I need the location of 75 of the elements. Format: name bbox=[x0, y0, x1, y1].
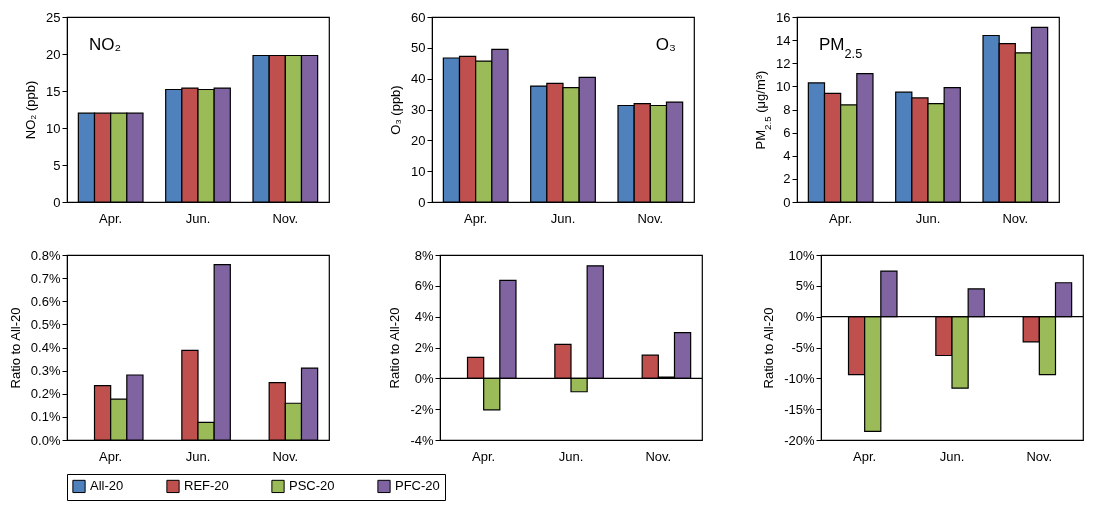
x-tick-label: Apr. bbox=[99, 448, 123, 464]
x-tick-label: Nov. bbox=[645, 448, 672, 464]
y-tick-label: 25 bbox=[46, 9, 61, 25]
y-tick-label: 0 bbox=[418, 194, 426, 210]
x-tick-label: Jun. bbox=[915, 210, 941, 226]
y-tick-label: 40 bbox=[411, 71, 426, 87]
y-axis-title: O₃ (ppb) bbox=[388, 85, 404, 135]
y-tick-label: -15% bbox=[784, 401, 815, 417]
y-tick-label: 10% bbox=[788, 247, 815, 263]
y-axis-title: Ratio to All-20 bbox=[761, 307, 777, 389]
x-tick-label: Jun. bbox=[558, 448, 584, 464]
legend-label: PSC-20 bbox=[289, 478, 335, 494]
y-tick-label: -5% bbox=[791, 340, 815, 355]
y-tick-label: 0.6% bbox=[30, 293, 61, 309]
y-tick-label: 5 bbox=[53, 157, 61, 173]
y-tick-label: -10% bbox=[784, 370, 815, 386]
legend-label: PFC-20 bbox=[395, 478, 440, 494]
x-tick-label: Apr. bbox=[472, 448, 496, 464]
y-tick-label: 10 bbox=[776, 78, 791, 94]
y-tick-label: 4 bbox=[783, 148, 791, 164]
y-tick-label: 16 bbox=[776, 9, 791, 25]
y-tick-label: -4% bbox=[410, 432, 434, 448]
x-tick-label: Nov. bbox=[272, 210, 299, 226]
y-axis-title: Ratio to All-20 bbox=[387, 307, 403, 389]
y-tick-label: 0% bbox=[795, 309, 815, 325]
x-tick-label: Apr. bbox=[464, 210, 488, 226]
y-tick-label: 0.5% bbox=[30, 316, 61, 332]
x-tick-label: Nov. bbox=[1026, 448, 1053, 464]
annotation: O₃ bbox=[655, 35, 676, 54]
y-tick-label: 50 bbox=[411, 40, 426, 56]
y-tick-label: 6% bbox=[414, 278, 434, 294]
y-tick-label: 30 bbox=[411, 102, 426, 117]
y-tick-label: 12 bbox=[776, 55, 791, 71]
y-tick-label: 0.2% bbox=[30, 386, 61, 402]
x-tick-label: Nov. bbox=[272, 448, 299, 464]
y-tick-label: 0% bbox=[414, 370, 434, 386]
y-tick-label: 2% bbox=[414, 340, 434, 355]
y-axis-title: Ratio to All-20 bbox=[7, 307, 23, 389]
y-axis-title: NO₂ (ppb) bbox=[23, 80, 39, 140]
y-tick-label: 8% bbox=[414, 247, 434, 263]
y-tick-label: 0.8% bbox=[30, 247, 61, 263]
legend-label: All-20 bbox=[90, 478, 124, 494]
x-tick-label: Jun. bbox=[185, 210, 211, 226]
y-tick-label: 6 bbox=[783, 125, 791, 141]
x-tick-label: Jun. bbox=[939, 448, 965, 464]
y-tick-label: 0 bbox=[783, 194, 791, 210]
y-tick-label: 15 bbox=[46, 83, 61, 99]
y-tick-label: 4% bbox=[414, 309, 434, 325]
y-tick-label: 10 bbox=[46, 120, 61, 136]
x-tick-label: Nov. bbox=[1002, 210, 1029, 226]
x-tick-label: Jun. bbox=[550, 210, 576, 226]
x-tick-label: Jun. bbox=[185, 448, 211, 464]
y-tick-label: 8 bbox=[783, 102, 791, 117]
y-tick-label: 0.1% bbox=[30, 409, 61, 425]
y-tick-label: 0.0% bbox=[30, 432, 61, 448]
y-tick-label: 20 bbox=[46, 46, 61, 62]
y-tick-label: -20% bbox=[784, 432, 815, 448]
y-tick-label: 0 bbox=[53, 194, 61, 210]
y-tick-label: 20 bbox=[411, 132, 426, 148]
legend-label: REF-20 bbox=[184, 478, 229, 494]
x-tick-label: Apr. bbox=[853, 448, 877, 464]
y-tick-label: 60 bbox=[411, 9, 426, 25]
y-tick-label: 0.4% bbox=[30, 340, 61, 355]
x-tick-label: Apr. bbox=[99, 210, 123, 226]
y-tick-label: 2 bbox=[783, 171, 791, 187]
y-tick-label: 0.3% bbox=[30, 363, 61, 379]
y-tick-label: 14 bbox=[776, 32, 791, 48]
y-tick-label: 0.7% bbox=[30, 270, 61, 286]
x-tick-label: Apr. bbox=[829, 210, 853, 226]
annotation: NO₂ bbox=[89, 35, 122, 54]
y-tick-label: 10 bbox=[411, 163, 426, 179]
annotation: PM$_{2.5}$ bbox=[819, 35, 863, 61]
y-tick-label: -2% bbox=[410, 401, 434, 417]
y-tick-label: 5% bbox=[795, 278, 815, 294]
x-tick-label: Nov. bbox=[637, 210, 664, 226]
